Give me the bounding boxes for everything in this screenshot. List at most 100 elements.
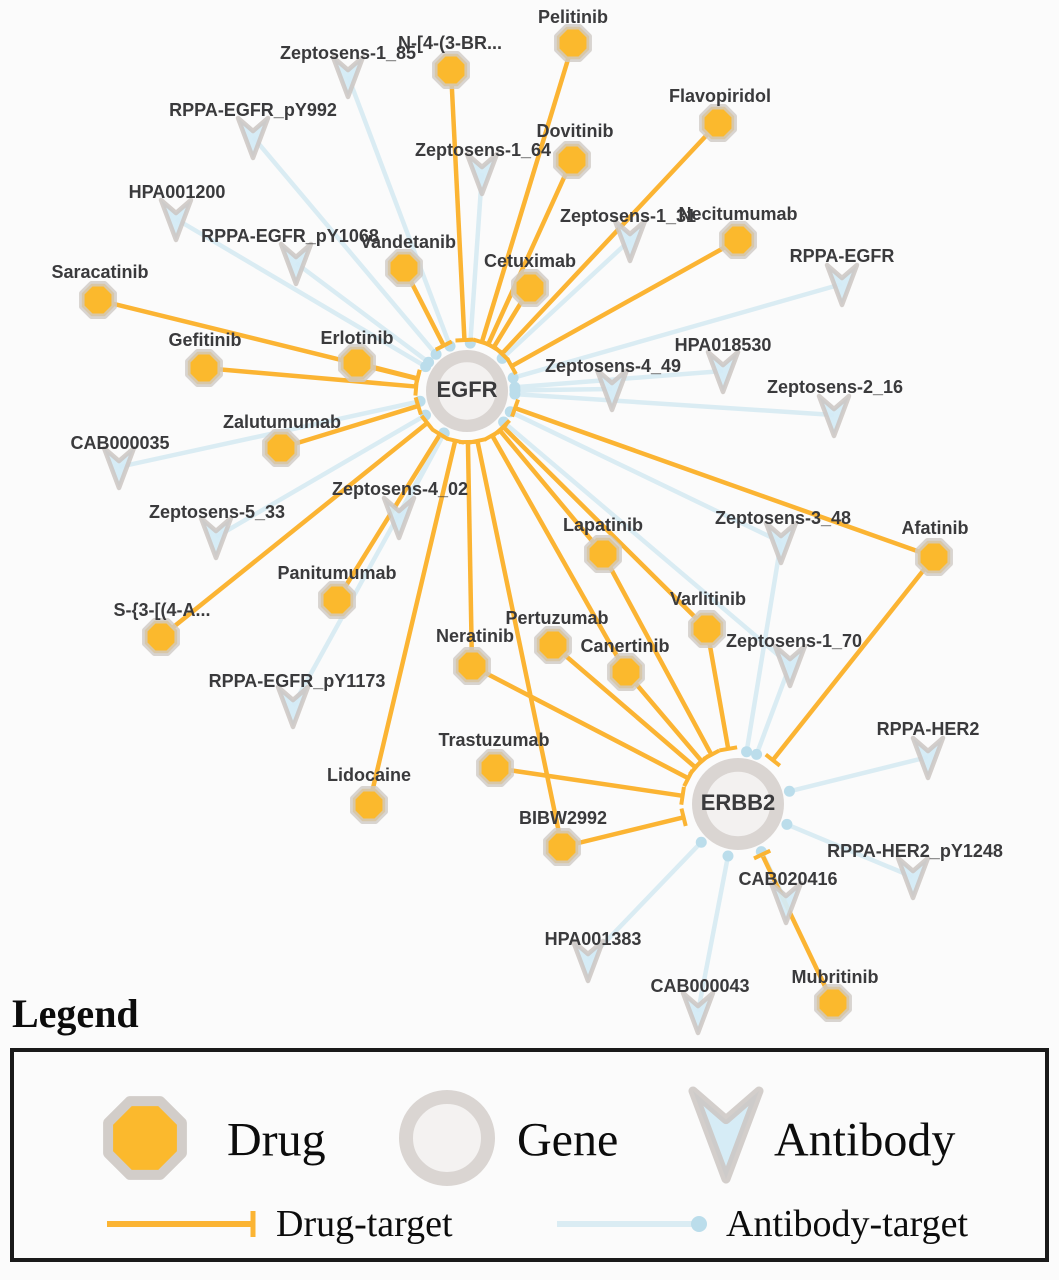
- drug-label-lidocaine: Lidocaine: [327, 765, 411, 785]
- gene-core: [438, 362, 496, 420]
- antibody-target-edge-cab000043-erbb2: [695, 855, 731, 1013]
- drug-label-vandetanib: Vandetanib: [360, 232, 456, 252]
- antibody-node-rppa-her2-py1248: [895, 855, 931, 901]
- edge-tee: [764, 752, 782, 768]
- antibody-label-zeptosens-1-85: Zeptosens-1_85: [280, 43, 416, 63]
- antibody-target-edge-zeptosens-1-70-erbb2: [754, 664, 793, 756]
- drug-target-edge-panitumumab-egfr: [335, 433, 442, 602]
- edge-tee: [431, 427, 449, 441]
- drug-label-erlotinib: Erlotinib: [321, 328, 394, 348]
- antibody-node-hpa001200: [158, 197, 194, 243]
- drug-label-bibw2992: BIBW2992: [519, 808, 607, 828]
- drug-target-edge-pelitinib-egfr: [479, 42, 576, 343]
- drug-node-n-4-3-br: [432, 51, 470, 89]
- antibody-target-edge-rppa-egfr-egfr: [512, 281, 843, 380]
- antibody-target-edge-zeptosens-5-33-egfr: [214, 413, 427, 539]
- drug-node-erlotinib: [338, 344, 376, 382]
- antibody-node-hpa001383: [570, 938, 606, 984]
- legend-antibody-label: Antibody: [774, 1113, 956, 1167]
- antibody-label-hpa001200: HPA001200: [129, 182, 226, 202]
- antibody-label-hpa018530: HPA018530: [675, 335, 772, 355]
- drug-target-edge-bibw2992-egfr: [475, 440, 565, 848]
- antibody-node-zeptosens-1-64: [464, 151, 500, 197]
- antibody-label-zeptosens-1-64: Zeptosens-1_64: [415, 140, 551, 160]
- drug-target-edge-dovitinib-egfr: [486, 159, 575, 346]
- drug-node-trastuzumab: [476, 749, 514, 787]
- antibody-label-rppa-egfr-py992: RPPA-EGFR_pY992: [169, 100, 337, 120]
- antibody-node-rppa-egfr-py992: [235, 115, 271, 161]
- antibody-node-hpa018530: [705, 349, 741, 395]
- drug-target-edge-neratinib-erbb2: [470, 664, 690, 781]
- edge-dot: [783, 785, 795, 797]
- drug-label-flavopiridol: Flavopiridol: [669, 86, 771, 106]
- drug-target-edge-neratinib-egfr: [465, 441, 475, 667]
- edge-tee: [484, 341, 503, 354]
- edge-tee: [483, 429, 501, 442]
- antibody-target-edge-icon: [557, 1216, 707, 1232]
- antibody-node-cab020416: [768, 880, 804, 926]
- edge-dot: [423, 356, 435, 368]
- antibody-label-rppa-her2: RPPA-HER2: [877, 719, 980, 739]
- drug-node-pelitinib: [554, 24, 592, 62]
- drug-node-zalutumumab: [262, 429, 300, 467]
- edge-tee: [468, 437, 487, 445]
- antibody-label-rppa-her2-py1248: RPPA-HER2_pY1248: [827, 841, 1003, 861]
- antibody-node-cab000043: [680, 990, 716, 1036]
- drug-target-edge-icon: [107, 1211, 256, 1237]
- drug-node-mubritinib: [814, 984, 852, 1022]
- antibody-target-edge-zeptosens-1-85-egfr: [345, 75, 453, 347]
- drug-target-edge-varlitinib-egfr: [501, 425, 709, 631]
- antibody-node-cab000035: [101, 445, 137, 491]
- drug-label-necitumumab: Necitumumab: [678, 204, 797, 224]
- antibody-target-edge-rppa-her2-py1248-erbb2: [786, 822, 914, 880]
- gene-label-egfr: EGFR: [436, 377, 497, 402]
- edge-tee: [719, 745, 738, 753]
- drug-target-edge-afatinib-erbb2: [771, 555, 936, 762]
- drug-label-trastuzumab: Trastuzumab: [438, 730, 549, 750]
- antibody-node-rppa-egfr-py1068: [278, 241, 314, 287]
- drug-target-edge-canertinib-egfr: [490, 434, 628, 674]
- antibody-arrow-icon: [688, 1086, 764, 1184]
- antibody-node-zeptosens-3-48: [763, 520, 799, 566]
- drug-label-varlitinib: Varlitinib: [670, 589, 746, 609]
- antibody-label-zeptosens-5-33: Zeptosens-5_33: [149, 502, 285, 522]
- edge-tee: [455, 337, 474, 343]
- drug-target-edge-gefitinib-egfr: [203, 365, 417, 389]
- edge-tee: [413, 369, 422, 388]
- gene-circle-icon: [399, 1090, 495, 1186]
- drug-label-dovitinib: Dovitinib: [537, 121, 614, 141]
- antibody-target-edge-rppa-egfr-py992-egfr: [251, 135, 438, 356]
- antibody-target-edge-rppa-her2-erbb2: [788, 754, 929, 794]
- antibody-target-edge-zeptosens-2-16-egfr: [514, 391, 835, 418]
- antibody-label-zeptosens-2-16: Zeptosens-2_16: [767, 377, 903, 397]
- edge-tee: [753, 848, 772, 861]
- drug-label-canertinib: Canertinib: [580, 636, 669, 656]
- antibody-node-zeptosens-1-70: [772, 643, 808, 689]
- edge-tee: [510, 398, 520, 418]
- edge-tee: [679, 808, 688, 827]
- antibody-label-rppa-egfr-py1173: RPPA-EGFR_pY1173: [209, 671, 386, 691]
- drug-node-saracatinib: [79, 281, 117, 319]
- antibody-target-edge-rppa-egfr-py1068-egfr: [294, 261, 430, 365]
- antibody-target-edge-zeptosens-3-48-egfr: [509, 409, 782, 545]
- drug-label-n-4-3-br: N-[4-(3-BR...: [398, 33, 502, 53]
- drug-target-edge-afatinib-egfr: [514, 405, 935, 560]
- edge-dot: [722, 850, 734, 862]
- antibody-label-rppa-egfr: RPPA-EGFR: [790, 246, 895, 266]
- antibody-node-zeptosens-2-16: [816, 393, 852, 439]
- drug-target-edge-trastuzumab-erbb2: [494, 765, 683, 799]
- drug-node-pertuzumab: [534, 626, 572, 664]
- drug-node-canertinib: [607, 653, 645, 691]
- drug-label-mubritinib: Mubritinib: [792, 967, 879, 987]
- antibody-label-zeptosens-3-48: Zeptosens-3_48: [715, 508, 851, 528]
- drug-label-cetuximab: Cetuximab: [484, 251, 576, 271]
- legend-title: Legend: [12, 991, 139, 1036]
- drug-label-panitumumab: Panitumumab: [277, 563, 396, 583]
- edge-tee: [434, 339, 453, 352]
- edge-tee: [693, 753, 710, 769]
- drug-node-varlitinib: [688, 610, 726, 648]
- antibody-label-rppa-egfr-py1068: RPPA-EGFR_pY1068: [201, 226, 379, 246]
- drug-target-edge-lapatinib-erbb2: [601, 552, 714, 756]
- drug-node-afatinib: [915, 538, 953, 576]
